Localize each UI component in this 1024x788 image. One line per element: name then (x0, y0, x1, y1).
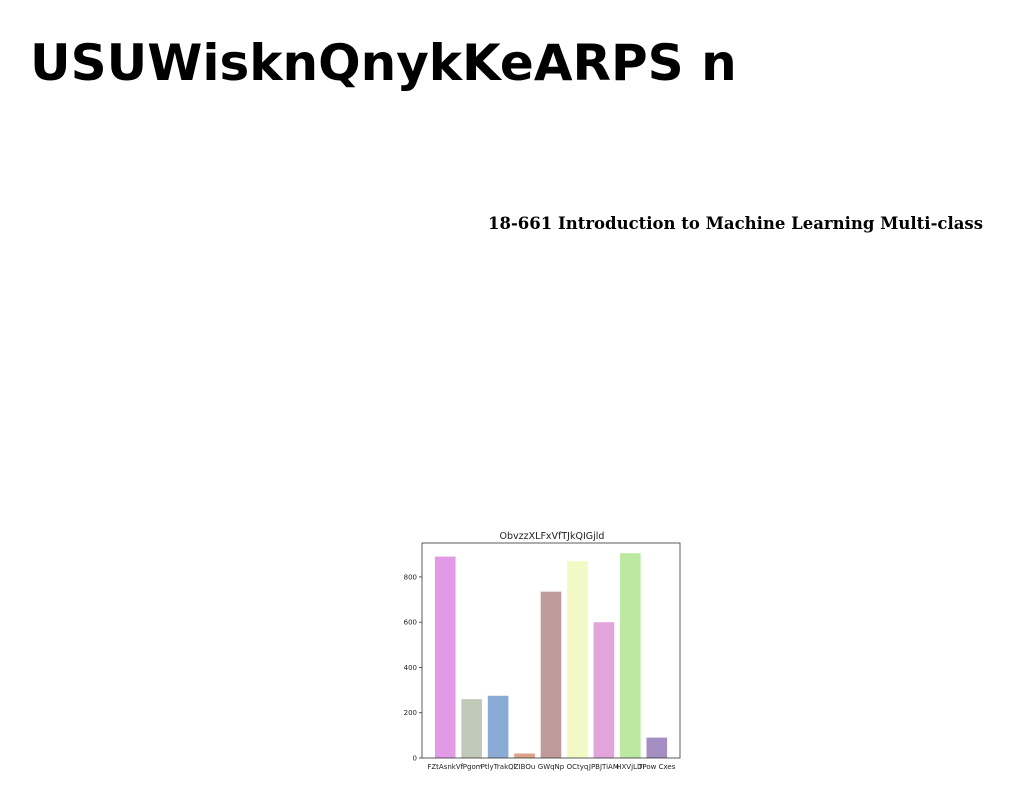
x-tick-label: TPow Cxes (637, 763, 676, 771)
bar-8 (646, 737, 668, 758)
bar-4 (540, 591, 562, 758)
bar-2 (487, 695, 509, 758)
x-tick-label: PtlyTrakQl (481, 763, 516, 771)
plot-frame (421, 542, 681, 759)
x-tick-label: HXVjLDI (616, 763, 644, 771)
page-title: USUWisknQnykKeARPS n (30, 34, 737, 92)
bar-chart: ObvzzXLFxVfTJkQIGjld 0 200 400 600 800 FZtAs… (404, 531, 681, 771)
y-tick-label: 600 (404, 619, 417, 627)
bar-3 (514, 753, 535, 758)
bar-5 (567, 561, 588, 758)
chart-title: ObvzzXLFxVfTJkQIGjld (500, 531, 605, 542)
x-tick-label: GWqNp (538, 763, 565, 771)
bar-6 (593, 622, 615, 758)
y-tick-label: 0 (413, 755, 417, 763)
y-tick-label: 800 (404, 573, 417, 581)
bar-0 (434, 556, 456, 758)
x-tick-label: IPgom (461, 763, 483, 771)
x-tick-label: OCtyq (567, 763, 589, 771)
bar-1 (461, 699, 482, 758)
x-tick-label: FZtAsnkVf (427, 763, 463, 771)
y-tick-label: 200 (404, 709, 417, 717)
bar-7 (620, 553, 641, 758)
y-tick-label: 400 (404, 664, 417, 672)
page-subtitle: 18-661 Introduction to Machine Learning … (488, 214, 983, 233)
x-tick-label: JPBJTiAM (588, 763, 619, 771)
x-tick-label: ZIBOu (514, 763, 536, 771)
